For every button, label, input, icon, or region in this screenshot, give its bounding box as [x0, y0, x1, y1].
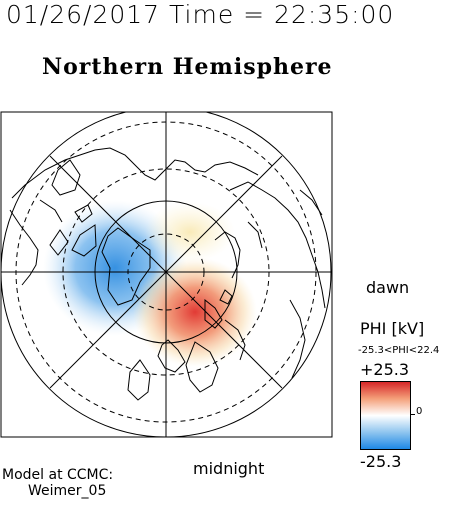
colorbar-zero-tick: [411, 414, 415, 415]
page-title: Northern Hemisphere: [42, 54, 333, 80]
model-credit-line1: Model at CCMC:: [2, 467, 114, 483]
map-frame: [0, 111, 333, 438]
model-credit-line2: Weimer_05: [28, 483, 107, 499]
timestamp: 01/26/2017 Time = 22:35:00: [6, 0, 395, 29]
coastline-outlines: [9, 147, 326, 401]
colorbar-variable-label: PHI [kV]: [360, 319, 425, 338]
dawn-label: dawn: [366, 278, 410, 297]
colorbar-max-label: +25.3: [360, 360, 410, 379]
colorbar: [360, 381, 411, 450]
colorbar-min-label: -25.3: [360, 452, 402, 471]
colorbar-range-text: -25.3<PHI<22.4: [358, 345, 440, 356]
colorbar-zero-label: 0: [416, 406, 423, 417]
midnight-label: midnight: [193, 459, 265, 478]
